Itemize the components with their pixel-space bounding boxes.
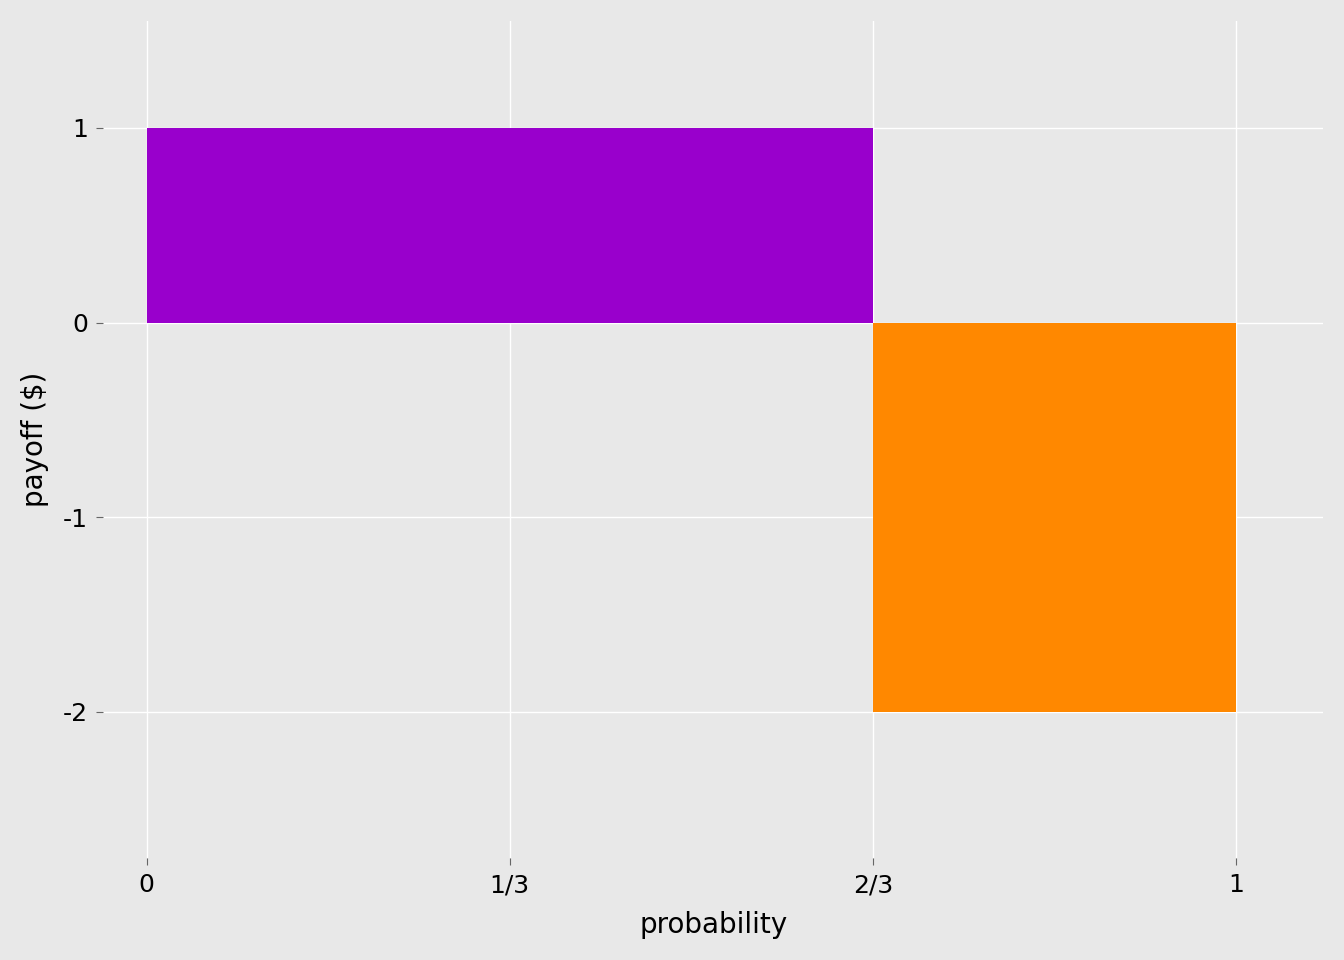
- Y-axis label: payoff ($): payoff ($): [22, 372, 48, 507]
- Bar: [874, 323, 1236, 712]
- X-axis label: probability: probability: [640, 911, 788, 939]
- Bar: [146, 128, 874, 323]
